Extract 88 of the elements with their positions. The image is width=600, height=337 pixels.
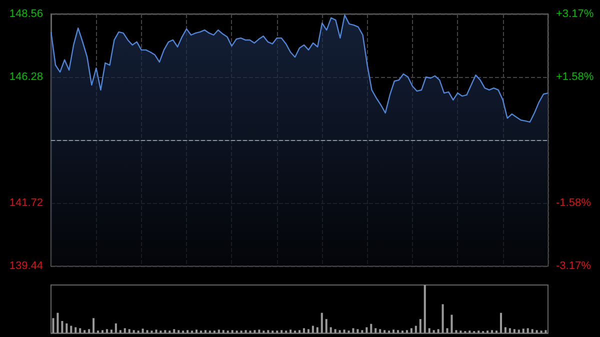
bar — [374, 328, 377, 333]
bar — [74, 327, 77, 333]
bar — [316, 327, 318, 333]
bar — [531, 329, 534, 333]
bar — [526, 328, 529, 333]
bar — [280, 330, 283, 333]
bar — [124, 328, 126, 333]
bar — [178, 330, 180, 333]
bar — [504, 327, 506, 333]
bar — [258, 330, 260, 333]
bar — [455, 330, 458, 333]
y-tick-label: 148.56 — [9, 8, 43, 20]
bar — [334, 329, 336, 333]
bar — [79, 328, 82, 333]
bar — [330, 327, 332, 333]
bar — [173, 329, 176, 333]
bar — [106, 329, 108, 333]
bar — [70, 326, 72, 333]
bar — [56, 312, 59, 333]
bar — [392, 330, 395, 333]
bar — [298, 330, 301, 333]
bar — [356, 329, 359, 333]
bar — [370, 324, 372, 333]
bar — [500, 312, 502, 333]
bar — [410, 328, 412, 333]
bar — [352, 328, 354, 333]
bar — [204, 330, 206, 333]
bar — [428, 328, 430, 333]
bar — [366, 327, 368, 333]
bar — [231, 330, 234, 333]
bar — [186, 330, 189, 333]
bar — [196, 330, 198, 333]
y-tick-label: 139.44 — [9, 260, 43, 272]
y2-tick-label: +3.17% — [556, 8, 594, 20]
bar — [513, 329, 516, 333]
bar — [343, 330, 346, 333]
bar — [361, 330, 364, 333]
bar — [522, 328, 524, 333]
y2-tick-label: +1.58% — [556, 71, 594, 84]
bar — [325, 319, 328, 333]
bar — [146, 330, 148, 333]
bar — [222, 330, 224, 333]
bar — [128, 329, 130, 333]
bar — [320, 312, 323, 333]
bar — [338, 330, 341, 333]
bar — [114, 323, 117, 333]
bar — [384, 330, 386, 333]
bar — [66, 323, 68, 333]
bar — [142, 328, 144, 333]
bar — [536, 330, 538, 333]
y-tick-label: 146.28 — [9, 71, 43, 83]
bar — [307, 329, 310, 333]
bar — [244, 330, 247, 333]
bar — [61, 321, 64, 333]
bar — [419, 319, 422, 333]
y-tick-label: 141.72 — [9, 197, 43, 209]
bar — [302, 328, 305, 333]
bar — [406, 330, 408, 333]
bar — [432, 330, 435, 333]
bar — [155, 330, 158, 333]
bar — [84, 330, 86, 333]
bar — [218, 330, 220, 333]
bar — [52, 318, 54, 333]
bar — [379, 329, 382, 333]
bar — [396, 330, 400, 333]
bar — [491, 330, 494, 333]
bar — [267, 330, 270, 333]
bar — [437, 329, 440, 333]
bar — [88, 329, 90, 333]
bar — [450, 314, 453, 333]
y2-tick-label: -3.17% — [556, 260, 592, 272]
bar — [119, 330, 122, 333]
bar — [518, 330, 520, 333]
bar — [508, 328, 511, 333]
bar — [290, 330, 292, 333]
bar — [254, 330, 256, 333]
bar — [92, 318, 95, 333]
bar — [101, 330, 104, 333]
y2-tick-label: -1.58% — [556, 196, 592, 209]
bar — [132, 330, 135, 333]
bar — [544, 330, 547, 333]
bar — [164, 330, 166, 333]
bar — [414, 326, 417, 333]
bar — [446, 328, 448, 333]
bar — [442, 304, 444, 333]
bar — [312, 326, 314, 333]
bar — [110, 330, 112, 333]
bar — [424, 285, 426, 333]
